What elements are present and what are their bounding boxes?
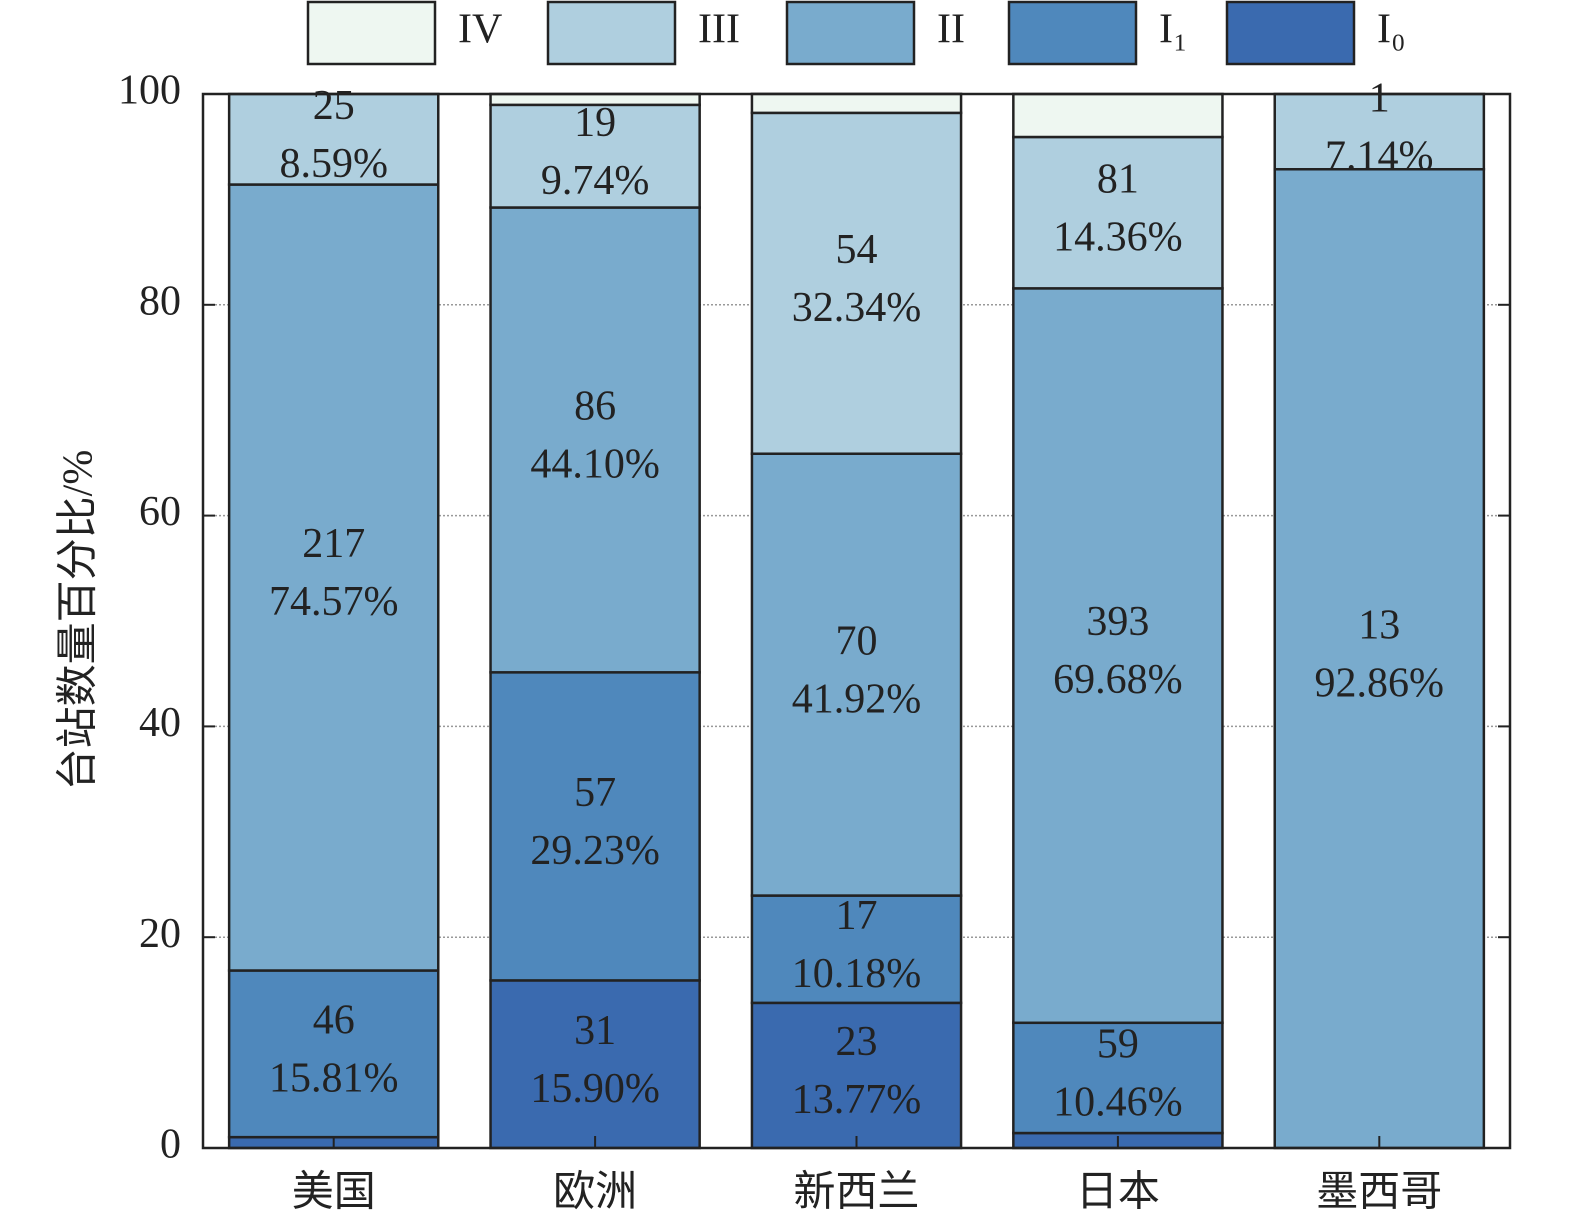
y-tick-label: 60 (139, 489, 181, 535)
legend-swatch (1225, 0, 1356, 66)
count-label: 17 (836, 893, 878, 939)
legend-swatch (1007, 0, 1138, 66)
count-label: 217 (302, 521, 365, 567)
bar-segment (227, 183, 440, 972)
value-label: 92.86% (1315, 660, 1445, 706)
y-axis-label: 台站数量百分比/% (56, 450, 102, 791)
value-label: 15.81% (269, 1055, 399, 1101)
value-label: 44.10% (530, 442, 660, 488)
count-label: 1 (1369, 75, 1390, 121)
bar-segment (750, 452, 963, 897)
count-label: 393 (1086, 599, 1149, 645)
count-label: 23 (836, 1019, 878, 1065)
plot-frame (201, 92, 1512, 1150)
count-label: 46 (313, 997, 355, 1043)
value-label: 10.46% (1053, 1080, 1183, 1126)
legend-label: IV (458, 7, 502, 53)
count-label: 19 (574, 100, 616, 146)
legend-label: I₁ (1159, 7, 1188, 53)
bar-segment (489, 92, 701, 107)
legend-swatch (785, 0, 916, 66)
count-label: 54 (836, 227, 878, 273)
bar-segment (1012, 135, 1224, 290)
count-label: 57 (574, 770, 616, 816)
legend-label: II (937, 7, 965, 53)
x-tick-label: 美国 (292, 1170, 376, 1216)
bar-segment (750, 111, 963, 455)
bar-segment (750, 1001, 963, 1150)
bar-segment (1012, 1021, 1224, 1135)
legend-swatch (306, 0, 437, 66)
legend-label: III (698, 7, 740, 53)
value-label: 74.57% (269, 579, 399, 625)
x-tick-label: 欧洲 (553, 1170, 637, 1216)
bar-segment (227, 969, 440, 1139)
count-label: 86 (574, 384, 616, 430)
count-label: 13 (1358, 602, 1400, 648)
bar-segment (750, 92, 963, 115)
count-label: 81 (1097, 156, 1139, 202)
bar-segment (1273, 168, 1486, 1150)
bar-segment (1012, 92, 1224, 139)
value-label: 10.18% (792, 951, 922, 997)
value-label: 41.92% (792, 676, 922, 722)
bar-segment (750, 894, 963, 1005)
bar-segment (489, 103, 701, 209)
y-tick-label: 40 (139, 700, 181, 746)
y-tick-label: 20 (139, 911, 181, 957)
bar-segment (227, 92, 440, 186)
count-label: 25 (313, 83, 355, 129)
x-tick-label: 新西兰 (793, 1170, 919, 1216)
y-tick-label: 0 (160, 1122, 181, 1168)
value-label: 32.34% (792, 285, 922, 331)
value-label: 7.14% (1325, 133, 1434, 179)
value-label: 15.90% (530, 1066, 660, 1112)
x-tick-label: 日本 (1076, 1170, 1160, 1216)
count-label: 59 (1097, 1022, 1139, 1068)
value-label: 8.59% (279, 141, 388, 187)
value-label: 69.68% (1053, 657, 1183, 703)
value-label: 29.23% (530, 828, 660, 874)
count-label: 31 (574, 1008, 616, 1054)
legend-label: I₀ (1377, 7, 1406, 53)
count-label: 70 (836, 618, 878, 664)
bar-segment (489, 671, 701, 982)
y-tick-label: 100 (118, 68, 181, 114)
value-label: 14.36% (1053, 214, 1183, 260)
legend-swatch (546, 0, 677, 66)
bar-segment (489, 206, 701, 674)
y-tick-label: 80 (139, 278, 181, 324)
bar-segment (489, 979, 701, 1150)
value-label: 13.77% (792, 1077, 922, 1123)
bar-segment (1012, 287, 1224, 1025)
value-label: 9.74% (541, 158, 650, 204)
x-tick-label: 墨西哥 (1316, 1170, 1442, 1216)
